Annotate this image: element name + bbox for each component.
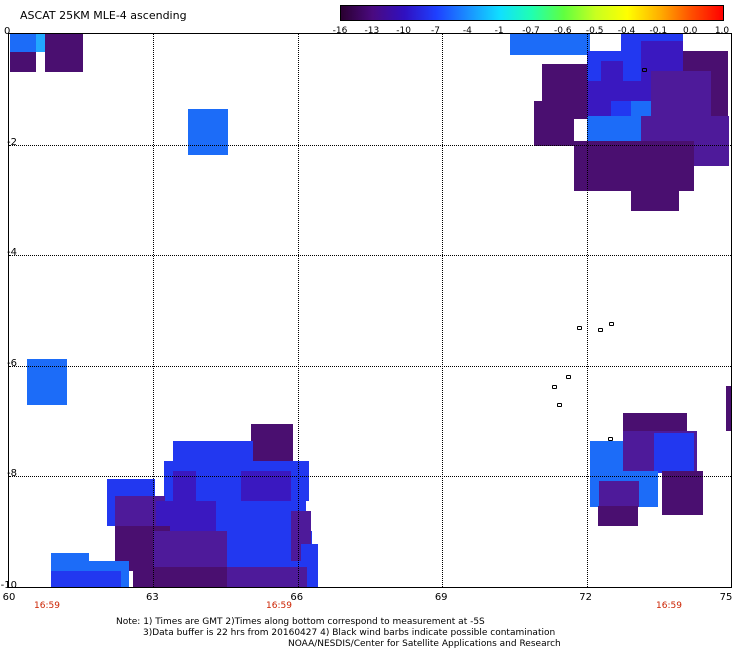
island-outline — [598, 328, 603, 332]
longitude-label: 75 — [719, 592, 733, 603]
color-scale-tick: -13 — [364, 26, 380, 36]
map-title: ASCAT 25KM MLE-4 ascending — [20, 9, 187, 22]
color-scale-tick: -0.5 — [585, 26, 604, 36]
island-outline — [642, 68, 647, 72]
color-scale-tick: -0.4 — [617, 26, 636, 36]
swath-cell — [599, 481, 639, 507]
swath-cell — [251, 424, 293, 464]
grid-line-horizontal — [9, 144, 731, 146]
island-outline — [609, 322, 614, 326]
swath-cell — [51, 571, 121, 587]
time-label: 16:59 — [34, 601, 60, 611]
swath-cell — [699, 131, 729, 166]
swath-cell — [662, 471, 703, 515]
swath-cell — [611, 101, 631, 116]
longitude-label: 60 — [2, 592, 16, 603]
color-scale-tick: -1 — [494, 26, 504, 36]
color-scale-tick: -0.7 — [522, 26, 540, 36]
latitude-label: 0 — [4, 26, 11, 37]
color-scale-tick: -4 — [462, 26, 472, 36]
swath-cell — [188, 109, 228, 155]
swath-cell — [36, 34, 45, 52]
latitude-label: -10 — [0, 580, 17, 591]
swath-cell — [598, 506, 638, 526]
latitude-label: -6 — [7, 357, 17, 369]
color-scale-tick: -10 — [396, 26, 412, 36]
swath-cell — [227, 567, 307, 587]
grid-line-horizontal — [9, 365, 731, 367]
swath-cell — [10, 34, 36, 52]
island-outline — [566, 375, 571, 379]
color-scale-tick: 0.0 — [682, 26, 698, 36]
swath-cell — [45, 34, 83, 72]
swath-cell — [10, 52, 36, 72]
note-line-2: 3)Data buffer is 22 hrs from 20160427 4)… — [143, 628, 556, 638]
note-line-3: NOAA/NESDIS/Center for Satellite Applica… — [288, 639, 561, 649]
color-scale-bar — [340, 5, 724, 21]
time-label: 16:59 — [266, 601, 292, 611]
island-outline — [552, 385, 557, 389]
grid-line-vertical — [586, 34, 588, 587]
grid-line-vertical — [153, 34, 155, 587]
note-line-1: Note: 1) Times are GMT 2)Times along bot… — [116, 617, 485, 627]
map-plot-area — [8, 33, 732, 588]
swath-cell — [133, 567, 233, 587]
swath-cell — [601, 61, 623, 91]
time-label: 16:59 — [656, 601, 682, 611]
swath-cell — [654, 433, 694, 473]
swath-cell — [534, 101, 574, 146]
grid-line-horizontal — [9, 255, 731, 257]
grid-line-horizontal — [9, 476, 731, 478]
color-scale-tick: -7 — [431, 26, 440, 36]
color-scale-tick: 1.0 — [714, 26, 730, 36]
grid-line-vertical — [442, 34, 444, 587]
swath-cell — [726, 386, 731, 431]
swath-cell — [631, 186, 679, 211]
swath-cell — [241, 471, 291, 501]
latitude-label: -2 — [7, 136, 17, 148]
island-outline — [557, 403, 562, 407]
longitude-label: 69 — [434, 592, 448, 603]
latitude-label: -4 — [7, 247, 17, 259]
color-scale-tick: -0.6 — [554, 26, 572, 36]
swath-cell — [196, 471, 236, 501]
island-outline — [608, 437, 613, 441]
longitude-label: 72 — [579, 592, 592, 603]
color-scale-tick: -16 — [332, 26, 348, 36]
swath-cell — [510, 34, 590, 55]
swath-cell — [153, 531, 228, 571]
latitude-label: -8 — [7, 468, 17, 480]
longitude-label: 66 — [290, 592, 304, 603]
swath-cell — [574, 141, 694, 191]
longitude-label: 63 — [146, 592, 159, 603]
grid-line-vertical — [297, 34, 299, 587]
island-outline — [577, 326, 582, 330]
color-scale-tick: -0.1 — [649, 26, 668, 36]
